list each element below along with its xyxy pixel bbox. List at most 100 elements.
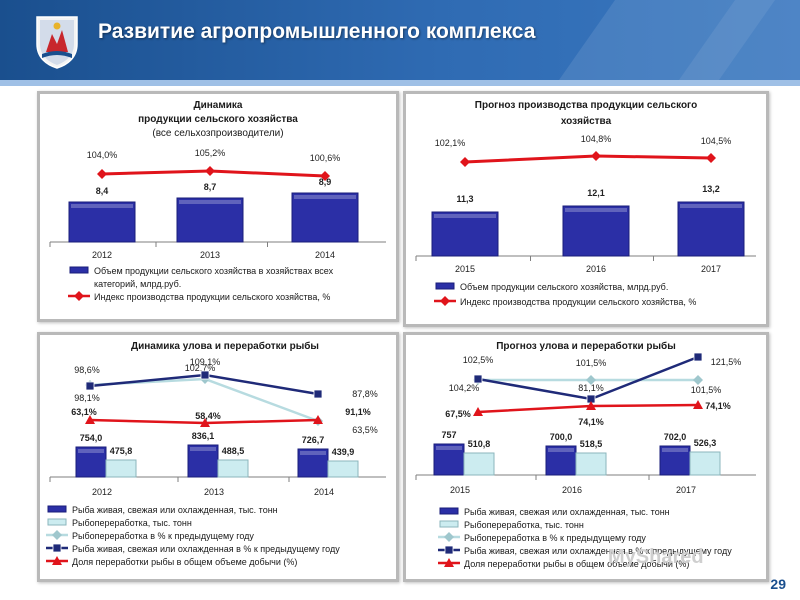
category-label: 2017 [701,264,721,274]
bar-data-label: 12,1 [587,188,605,198]
bar [187,444,219,478]
category-label: 2016 [562,485,582,495]
slide-header: Развитие агропромышленного комплекса [0,0,800,80]
line-data-label: 105,2% [195,148,226,158]
legend-swatch-marker [52,543,62,553]
bar-highlight [300,451,326,455]
category-label: 2014 [315,250,335,260]
legend-swatch-marker [444,545,454,555]
bar [659,445,691,476]
chart-agro-dynamics: Динамика продукции сельского хозяйства (вс… [49,100,386,302]
legend-swatch [435,282,455,290]
bar-data-label: 702,0 [664,432,687,442]
bar-highlight [434,214,496,218]
chart-title: Прогноз производства продукции сельского [475,100,697,111]
legend-swatch-marker [444,532,454,542]
chart-title: хозяйства [561,116,612,127]
line-point [200,418,210,427]
line-point [320,171,330,181]
line-data-label: 63,1% [71,407,97,417]
line-data-label: 87,8% [352,389,378,399]
category-label: 2013 [204,487,224,497]
category-label: 2014 [314,487,334,497]
bar [431,211,499,257]
line-point [693,375,703,385]
bar [575,452,607,476]
bar-data-label: 488,5 [222,446,245,456]
bar [176,197,244,243]
legend-entry: Объем продукции сельского хозяйства, млр… [460,282,668,292]
line-data-label: 63,5% [352,425,378,435]
legend-entry: Рыбопереработка, тыс. тонн [72,518,192,528]
bar-highlight [294,195,356,199]
line-point [460,157,470,167]
legend-swatch-marker [444,558,454,567]
line-point [591,151,601,161]
legend-entry: Рыба живая, свежая или охлажденная в % к… [464,546,732,556]
bar [105,459,137,478]
bar [327,460,359,478]
legend-entry: Рыбопереработка, тыс. тонн [464,520,584,530]
line-point [85,381,95,391]
bar-data-label: 757 [441,430,456,440]
line-data-label: 109,1% [190,357,221,367]
chart-title: Динамика улова и переработки рыбы [131,340,319,352]
line-point [200,370,210,380]
line-data-label: 67,5% [445,409,471,419]
bar-highlight [78,449,104,453]
legend-entry: Доля переработки рыбы в общем объеме доб… [72,557,297,567]
bar-data-label: 13,2 [702,184,720,194]
line-point [473,374,483,384]
bar [463,452,495,476]
chart-fish-dynamics: Динамика улова и переработки рыбы 754,0 83… [46,340,386,567]
bar-data-label: 526,3 [694,438,717,448]
bar-data-label: 8,4 [96,186,109,196]
line-point [693,400,703,409]
chart-fish-forecast: Прогноз улова и переработки рыбы 757 700,0… [415,340,756,569]
legend-entry: Объем продукции сельского хозяйства в хо… [94,266,334,276]
legend-swatch [439,507,459,515]
bar-data-label: 475,8 [110,446,133,456]
line-data-label: 104,2% [449,383,480,393]
legend-entry: Рыба живая, свежая или охлажденная, тыс.… [72,505,278,515]
legend-entry: Индекс производства продукции сельского … [460,297,696,307]
line-point [205,166,215,176]
line-data-label: 101,5% [691,385,722,395]
legend-entry: Рыбопереработка в % к предыдущему году [464,533,646,543]
line-data-label: 98,1% [74,393,100,403]
bar-highlight [548,448,574,452]
legend-entry: Рыба живая, свежая или охлажденная в % к… [72,544,340,554]
chart-panel-fish-forecast: Прогноз улова и переработки рыбы 757 700,0… [403,332,769,582]
bar-highlight [71,204,133,208]
legend-swatch [69,266,89,274]
bar-highlight [179,200,241,204]
bar [562,205,630,257]
page-title: Развитие агропромышленного комплекса [98,20,536,43]
chart-panel-agro-forecast: Прогноз производства продукции сельского… [403,91,769,327]
line-point [313,415,323,424]
bar [689,451,721,476]
line-point [97,169,107,179]
line-data-label: 121,5% [711,357,742,367]
line-data-label: 104,8% [581,134,612,144]
line-data-label: 74,1% [578,417,604,427]
chart-title: Динамика [194,100,243,111]
bar [433,443,465,476]
bar [68,201,136,243]
bar-highlight [565,208,627,212]
bar [545,445,577,476]
legend-swatch [47,505,67,513]
legend-entry: Доля переработки рыбы в общем объеме доб… [464,559,689,569]
line-data-label: 98,6% [74,365,100,375]
line-data-label: 101,5% [576,358,607,368]
line-data-label: 102,5% [463,355,494,365]
bar-highlight [190,447,216,451]
bar-data-label: 11,3 [456,194,473,204]
line-point [586,401,596,410]
bar-highlight [436,446,462,450]
category-label: 2016 [586,264,606,274]
category-label: 2015 [450,485,470,495]
bar-data-label: 700,0 [550,432,573,442]
bar-data-label: 8,9 [319,177,332,187]
page-number: 29 [770,576,786,592]
